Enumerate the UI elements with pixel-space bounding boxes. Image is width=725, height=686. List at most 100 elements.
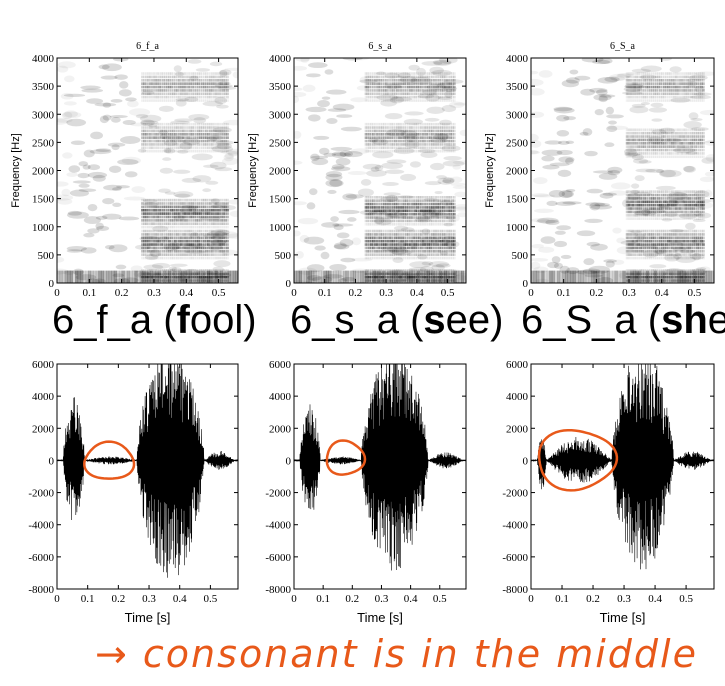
x-tick-label: 0.3 [617,593,631,605]
y-tick-label: 4000 [506,53,529,65]
waveform-panel-3: -8000 -6000 -4000 -2000 0 2000 4000 6000 0 0.1 0.2… [502,355,714,625]
x-tick-label: 0.4 [173,593,187,605]
x-tick-label: 0.5 [204,593,218,605]
y-tick-label: 4000 [32,53,55,65]
handwritten-note: → consonant is in the middle [95,632,698,676]
x-tick-label: 0.2 [111,593,125,605]
caption-see-bold: s [423,298,445,342]
caption-see-prefix: 6_s_a ( [290,298,423,342]
y-tick-label: 2000 [269,423,292,435]
y-tick-label: 2500 [269,137,292,149]
y-tick-label: -8000 [502,584,528,596]
spectrogram-panel-3: 0 500 1000 1500 2000 2500 3000 3500 4000 0 0.1 0.2 0… [484,41,724,299]
y-tick-label: 2500 [32,137,55,149]
y-tick-label: 4000 [269,391,292,403]
y-tick-label: 0 [49,455,55,467]
y-tick-label: -8000 [265,584,291,596]
y-tick-label: 3500 [269,81,292,93]
waveform-signal-2 [294,350,466,570]
y-tick-label: -2000 [265,488,291,500]
y-tick-label: -4000 [502,520,528,532]
caption-fool-bold: f [177,298,190,342]
y-tick-label: 4000 [269,53,292,65]
y-tick-label: 1000 [506,222,529,234]
y-tick-label: 2000 [32,166,55,178]
x-tick-label: 0.2 [345,593,359,605]
y-tick-label: -6000 [28,552,54,564]
y-tick-label: -6000 [265,552,291,564]
spectrogram-texture-1 [47,57,246,286]
caption-fool: 6_f_a (fool) [52,300,257,340]
y-tick-label: 2500 [506,137,529,149]
caption-fool-suffix: ool) [190,298,257,342]
x-tick-label: 0.4 [648,593,662,605]
spectrogram-panel-2: 050010001500200025003000350040000 0.1 0.2 0… [247,41,472,299]
x-tick-label: 0.1 [316,593,330,605]
x-tick-label: 0.1 [81,593,95,605]
y-tick-label: 500 [38,250,55,262]
spectrogram-ylabel-2: Frequency [Hz] [247,133,259,208]
y-tick-label: -2000 [502,488,528,500]
y-tick-label: 500 [512,250,529,262]
x-tick-label: 0 [54,593,60,605]
spectrogram-panel-1: 0 500 1000 1500 2000 2500 3000 3500 4000 0 0.1 0.2 0… [10,41,246,299]
y-tick-label: -2000 [28,488,54,500]
y-tick-label: 1500 [269,194,292,206]
waveform-xlabel-2: Time [s] [357,610,403,625]
y-tick-label: 4000 [506,391,529,403]
waveform-panel-1: -8000 -6000 -4000 -2000 0 2000 4000 6000 0 0.1 0.2… [28,348,238,625]
waveform-panel-2: -8000 -6000 -4000 -2000 0 2000 4000 6000 0 0.1 0.2… [265,350,466,625]
y-tick-label: 1000 [32,222,55,234]
x-tick-label: 0.3 [375,593,389,605]
spectrogram-ylabel-1: Frequency [Hz] [10,133,22,208]
y-tick-label: 4000 [32,391,55,403]
waveform-xlabel-1: Time [s] [125,610,171,625]
caption-she-bold: sh [661,298,708,342]
y-tick-label: 1000 [269,222,292,234]
x-tick-label: 0.3 [142,593,156,605]
spectrogram-texture-2 [286,56,473,286]
x-tick-label: 0.1 [555,593,569,605]
y-tick-label: 3000 [269,109,292,121]
y-tick-label: 2000 [32,423,55,435]
y-tick-label: -6000 [502,552,528,564]
spectrogram-title-1: 6_f_a [136,41,159,52]
y-tick-label: 6000 [506,359,529,371]
caption-fool-prefix: 6_f_a ( [52,298,177,342]
y-tick-label: -4000 [28,520,54,532]
x-tick-label: 0 [528,593,534,605]
x-tick-label: 0.4 [404,593,418,605]
y-tick-label: 1500 [32,194,55,206]
caption-she-suffix: e) [708,298,725,342]
y-tick-label: 0 [286,455,292,467]
x-tick-label: 0.5 [433,593,447,605]
y-tick-label: 3000 [32,109,55,121]
waveform-signal-3 [531,355,714,569]
y-tick-label: 2000 [506,166,529,178]
y-tick-label: -4000 [265,520,291,532]
caption-see-suffix: ee) [446,298,504,342]
x-tick-label: 0.2 [586,593,600,605]
spectrogram-title-2: 6_s_a [368,41,392,52]
waveform-xlabel-3: Time [s] [600,610,646,625]
y-tick-label: 6000 [32,359,55,371]
y-tick-label: 3500 [506,81,529,93]
y-tick-label: 2000 [506,423,529,435]
spectrogram-ylabel-3: Frequency [Hz] [484,133,496,208]
spectrogram-texture-3 [522,56,723,285]
y-tick-label: -8000 [28,584,54,596]
y-tick-label: 6000 [269,359,292,371]
caption-see: 6_s_a (see) [290,300,503,340]
y-tick-label: 1500 [506,194,529,206]
spectrogram-title-3: 6_S_a [610,41,636,52]
caption-she-prefix: 6_S_a ( [521,298,661,342]
x-tick-label: 0 [291,593,297,605]
caption-she: 6_S_a (she) [521,300,725,340]
y-tick-label: 3000 [506,109,529,121]
x-tick-label: 0.5 [679,593,693,605]
y-tick-label: 2000 [269,166,292,178]
y-tick-label: 0 [523,455,529,467]
y-tick-label: 500 [275,250,292,262]
y-tick-label: 3500 [32,81,55,93]
